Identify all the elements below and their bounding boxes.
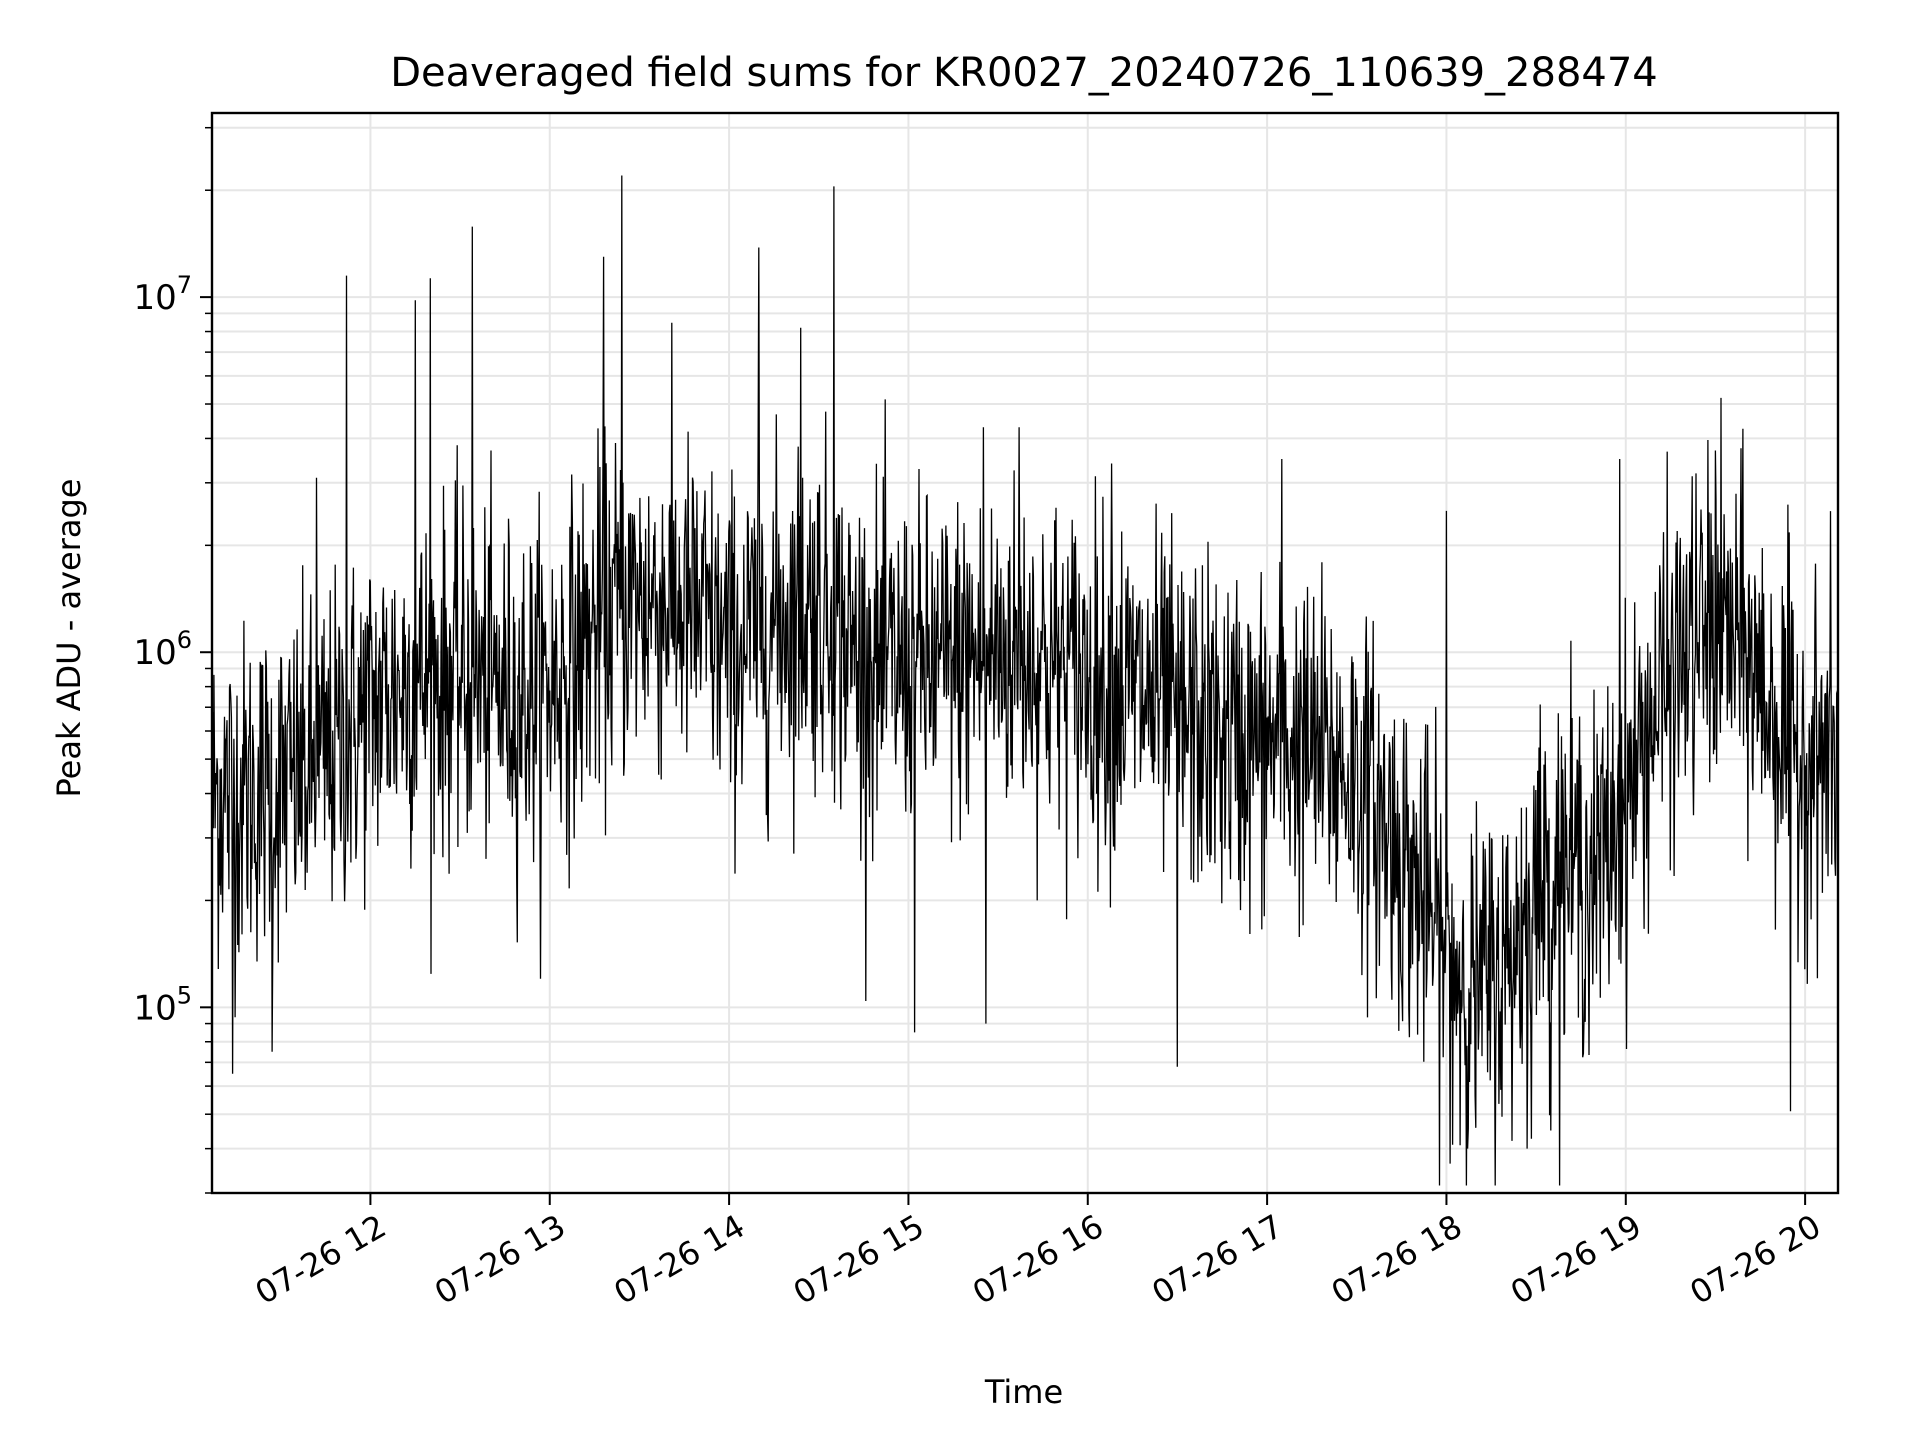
y-tick-label: 107 bbox=[133, 271, 192, 318]
x-axis-label: Time bbox=[984, 1373, 1063, 1411]
y-tick-label: 106 bbox=[133, 626, 192, 673]
plot-area bbox=[211, 175, 1839, 1186]
series-line bbox=[211, 175, 1839, 1186]
chart-title: Deaveraged field sums for KR0027_2024072… bbox=[390, 50, 1658, 96]
y-tick-label: 105 bbox=[133, 981, 192, 1028]
y-axis-label: Peak ADU - average bbox=[50, 479, 88, 798]
